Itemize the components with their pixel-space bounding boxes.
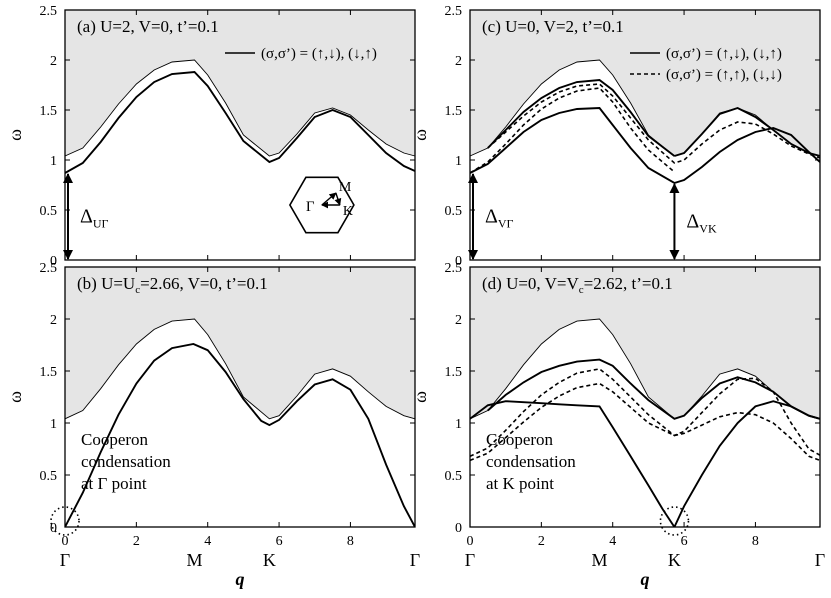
panel-d: 0 0.5 1 1.5 2 2.5 0 2 4 6 8 Γ M K Γq ω (d) U=0, V=Vc=2.6… bbox=[410, 261, 825, 589]
y-tick-label: 2 bbox=[50, 54, 57, 69]
series-line-4 bbox=[470, 87, 675, 174]
series-line-3 bbox=[470, 368, 820, 458]
x-tick-label: 0 bbox=[467, 534, 474, 549]
panel-frame bbox=[469, 266, 821, 528]
y-tick-label: 1.5 bbox=[40, 104, 58, 119]
k-path-label: Γ bbox=[815, 550, 825, 570]
gap-label: ΔUΓ bbox=[80, 206, 109, 231]
condensation-circle bbox=[50, 506, 80, 536]
x-tick-label: 2 bbox=[538, 534, 545, 549]
y-tick-label: 1 bbox=[50, 154, 57, 169]
continuum-region bbox=[65, 10, 415, 156]
k-path-label: K bbox=[668, 550, 681, 570]
y-tick-label: 1.5 bbox=[40, 365, 58, 380]
legend-entry: (σ,σ’) = (↑,↓), (↓,↑) bbox=[261, 46, 377, 62]
panel-c: 0 0.5 1 1.5 2 2.5 ω (c) U=0, V=2, t’=0.1 (σ,σ’) … bbox=[410, 4, 821, 269]
y-tick-label: 0.5 bbox=[445, 204, 463, 219]
series-line-5 bbox=[487, 83, 820, 164]
y-tick-label: 2.5 bbox=[40, 261, 58, 276]
y-tick-label: 1.5 bbox=[445, 104, 463, 119]
series-line-1 bbox=[470, 400, 820, 527]
note-text: condensation bbox=[486, 452, 576, 471]
y-axis-label: ω bbox=[410, 129, 430, 141]
y-axis-label: ω bbox=[5, 129, 25, 141]
inset-m-label: M bbox=[339, 180, 352, 195]
panel-b: 0 0.5 1 1.5 2 2.5 0 2 4 6 8 Γ M K Γq ω (b) U=Uc=2.66, V=… bbox=[5, 261, 420, 589]
y-tick-label: 1 bbox=[455, 417, 462, 432]
gap-label: ΔVΓ bbox=[485, 206, 514, 231]
inset-k-label: K bbox=[343, 204, 353, 219]
k-path-label: M bbox=[187, 550, 203, 570]
x-tick-label: 4 bbox=[609, 534, 616, 549]
condensation-circle bbox=[659, 506, 690, 536]
legend-entry: (σ,σ’) = (↑,↑), (↓,↓) bbox=[666, 67, 782, 83]
continuum-edge-line bbox=[64, 318, 416, 420]
y-tick-label: 0 bbox=[455, 254, 462, 269]
x-tick-label: 4 bbox=[204, 534, 211, 549]
y-tick-label: 2 bbox=[455, 313, 462, 328]
note-text: Cooperon bbox=[81, 430, 149, 449]
note-text: condensation bbox=[81, 452, 171, 471]
panel-frame bbox=[64, 266, 416, 528]
panel-a: 0 0.5 1 1.5 2 2.5 ω (a) U=2, V=0, t’=0.1 (σ,σ’) … bbox=[5, 4, 416, 269]
k-path-label: Γ bbox=[60, 550, 70, 570]
continuum-region bbox=[470, 267, 820, 419]
x-tick-label: 2 bbox=[133, 534, 140, 549]
x-tick-label: 8 bbox=[347, 534, 354, 549]
x-tick-label: 0 bbox=[62, 534, 69, 549]
note-text: Cooperon bbox=[486, 430, 554, 449]
series-line-2 bbox=[487, 358, 820, 420]
y-tick-label: 2.5 bbox=[445, 261, 463, 276]
x-tick-label: 6 bbox=[276, 534, 283, 549]
y-tick-label: 1 bbox=[50, 417, 57, 432]
panel-title: (b) U=Uc=2.66, V=0, t’=0.1 bbox=[77, 274, 268, 296]
y-tick-label: 2 bbox=[455, 54, 462, 69]
series-line-4 bbox=[470, 382, 820, 462]
x-axis-label: q bbox=[641, 569, 650, 589]
series-line-1 bbox=[65, 71, 415, 174]
k-path-label: M bbox=[592, 550, 608, 570]
y-tick-label: 0.5 bbox=[40, 204, 58, 219]
inset-path-mk bbox=[334, 192, 342, 206]
brillouin-zone-hexagon bbox=[288, 176, 355, 234]
y-tick-label: 0.5 bbox=[40, 469, 58, 484]
y-tick-label: 1 bbox=[455, 154, 462, 169]
panel-frame bbox=[64, 9, 416, 261]
k-path-label: K bbox=[263, 550, 276, 570]
y-axis-label: ω bbox=[5, 391, 25, 403]
series-line-1 bbox=[470, 107, 820, 185]
k-path-label: Γ bbox=[410, 550, 420, 570]
x-tick-label: 6 bbox=[681, 534, 688, 549]
inset-gamma-label: Γ bbox=[306, 199, 315, 215]
note-text: at Γ point bbox=[81, 474, 147, 493]
panel-title: (a) U=2, V=0, t’=0.1 bbox=[77, 17, 219, 36]
panel-title: (d) U=0, V=Vc=2.62, t’=0.1 bbox=[482, 274, 673, 296]
y-tick-label: 2 bbox=[50, 313, 57, 328]
y-tick-label: 1.5 bbox=[445, 365, 463, 380]
y-tick-label: 2.5 bbox=[40, 4, 58, 19]
series-line-1 bbox=[65, 343, 415, 527]
y-tick-label: 0 bbox=[50, 254, 57, 269]
y-tick-label: 0.5 bbox=[445, 469, 463, 484]
y-tick-label: 2.5 bbox=[445, 4, 463, 19]
continuum-edge-line bbox=[64, 59, 416, 157]
note-text: at K point bbox=[486, 474, 554, 493]
continuum-region bbox=[65, 267, 415, 419]
y-tick-label: 0 bbox=[455, 521, 462, 536]
y-axis-label: ω bbox=[410, 391, 430, 403]
inset-path-gm bbox=[321, 192, 337, 206]
panel-frame bbox=[469, 9, 821, 261]
continuum-region bbox=[470, 10, 820, 156]
legend-entry: (σ,σ’) = (↑,↓), (↓,↑) bbox=[666, 46, 782, 62]
x-axis-label: q bbox=[236, 569, 245, 589]
gap-label: ΔVK bbox=[686, 211, 717, 236]
panel-title: (c) U=0, V=2, t’=0.1 bbox=[482, 17, 624, 36]
y-tick-label: 0 bbox=[50, 521, 57, 536]
x-tick-label: 8 bbox=[752, 534, 759, 549]
k-path-label: Γ bbox=[465, 550, 475, 570]
continuum-edge-line bbox=[469, 318, 821, 420]
series-line-2 bbox=[487, 79, 675, 157]
series-line-3 bbox=[674, 106, 820, 157]
